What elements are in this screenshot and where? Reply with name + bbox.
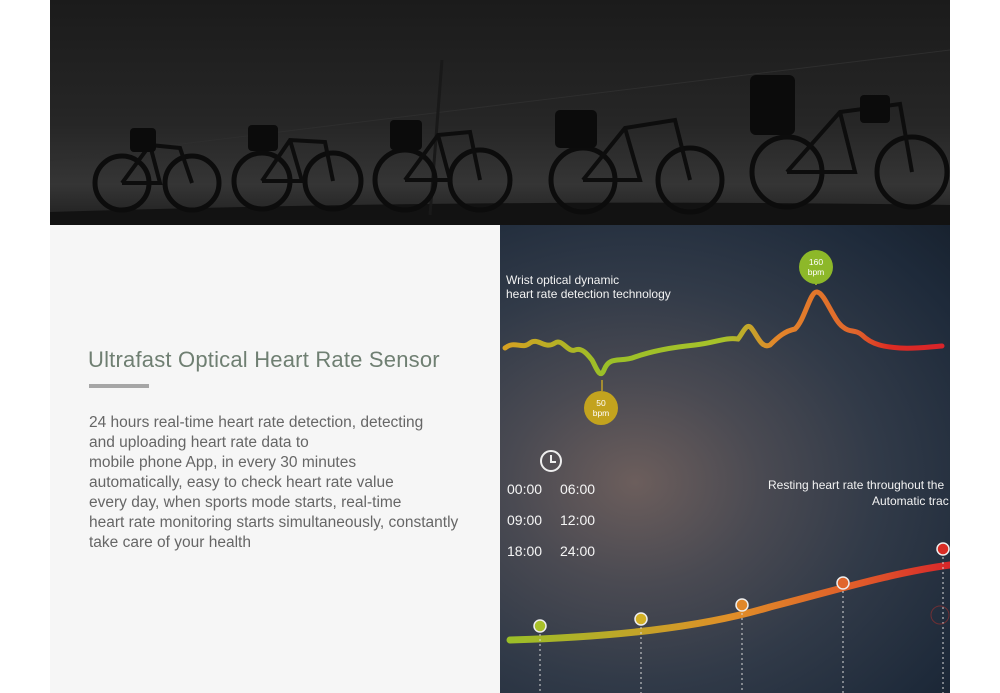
time-label: 06:00: [560, 481, 596, 497]
description-line: take care of your health: [89, 534, 251, 551]
feature-description: 24 hours real-time heart rate detection,…: [89, 413, 489, 553]
time-label: 12:00: [560, 512, 596, 528]
description-line: automatically, easy to check heart rate …: [89, 474, 394, 491]
dynamic-heart-rate-line: [502, 289, 945, 377]
description-line: and uploading heart rate data to: [89, 434, 309, 451]
time-label: 09:00: [507, 512, 543, 528]
peak-bpm-badge: 160 bpm: [799, 250, 833, 284]
bicycles-silhouette: [50, 49, 950, 225]
clock-icon: [540, 450, 562, 472]
title-underline: [89, 384, 149, 388]
peak-bpm-value: 160: [808, 257, 824, 267]
banner-photo: [50, 0, 950, 225]
time-label: 24:00: [560, 543, 596, 559]
resting-heart-rate-line: [506, 561, 950, 644]
description-line: 24 hours real-time heart rate detection,…: [89, 414, 424, 431]
feature-title: Ultrafast Optical Heart Rate Sensor: [88, 347, 440, 372]
description-line: mobile phone App, in every 30 minutes: [89, 454, 357, 471]
resting-label-line2: Automatic trac: [872, 494, 949, 508]
feature-text-panel: Ultrafast Optical Heart Rate Sensor 24 h…: [50, 225, 500, 693]
wrist-label-line2: heart rate detection technology: [506, 287, 671, 301]
resting-label-line1: Resting heart rate throughout the: [768, 478, 945, 492]
peak-bpm-unit: bpm: [807, 267, 825, 277]
description-line: every day, when sports mode starts, real…: [89, 494, 402, 511]
low-bpm-value: 50: [596, 398, 606, 408]
low-bpm-badge: 50 bpm: [584, 391, 618, 425]
wrist-label-line1: Wrist optical dynamic: [506, 273, 620, 287]
heart-rate-graphic: Wrist optical dynamic heart rate detecti…: [500, 225, 950, 693]
low-bpm-unit: bpm: [592, 408, 610, 418]
time-label: 00:00: [507, 481, 543, 497]
time-label: 18:00: [507, 543, 543, 559]
heart-rate-curves: [502, 271, 950, 693]
description-line: heart rate monitoring starts simultaneou…: [89, 514, 459, 531]
